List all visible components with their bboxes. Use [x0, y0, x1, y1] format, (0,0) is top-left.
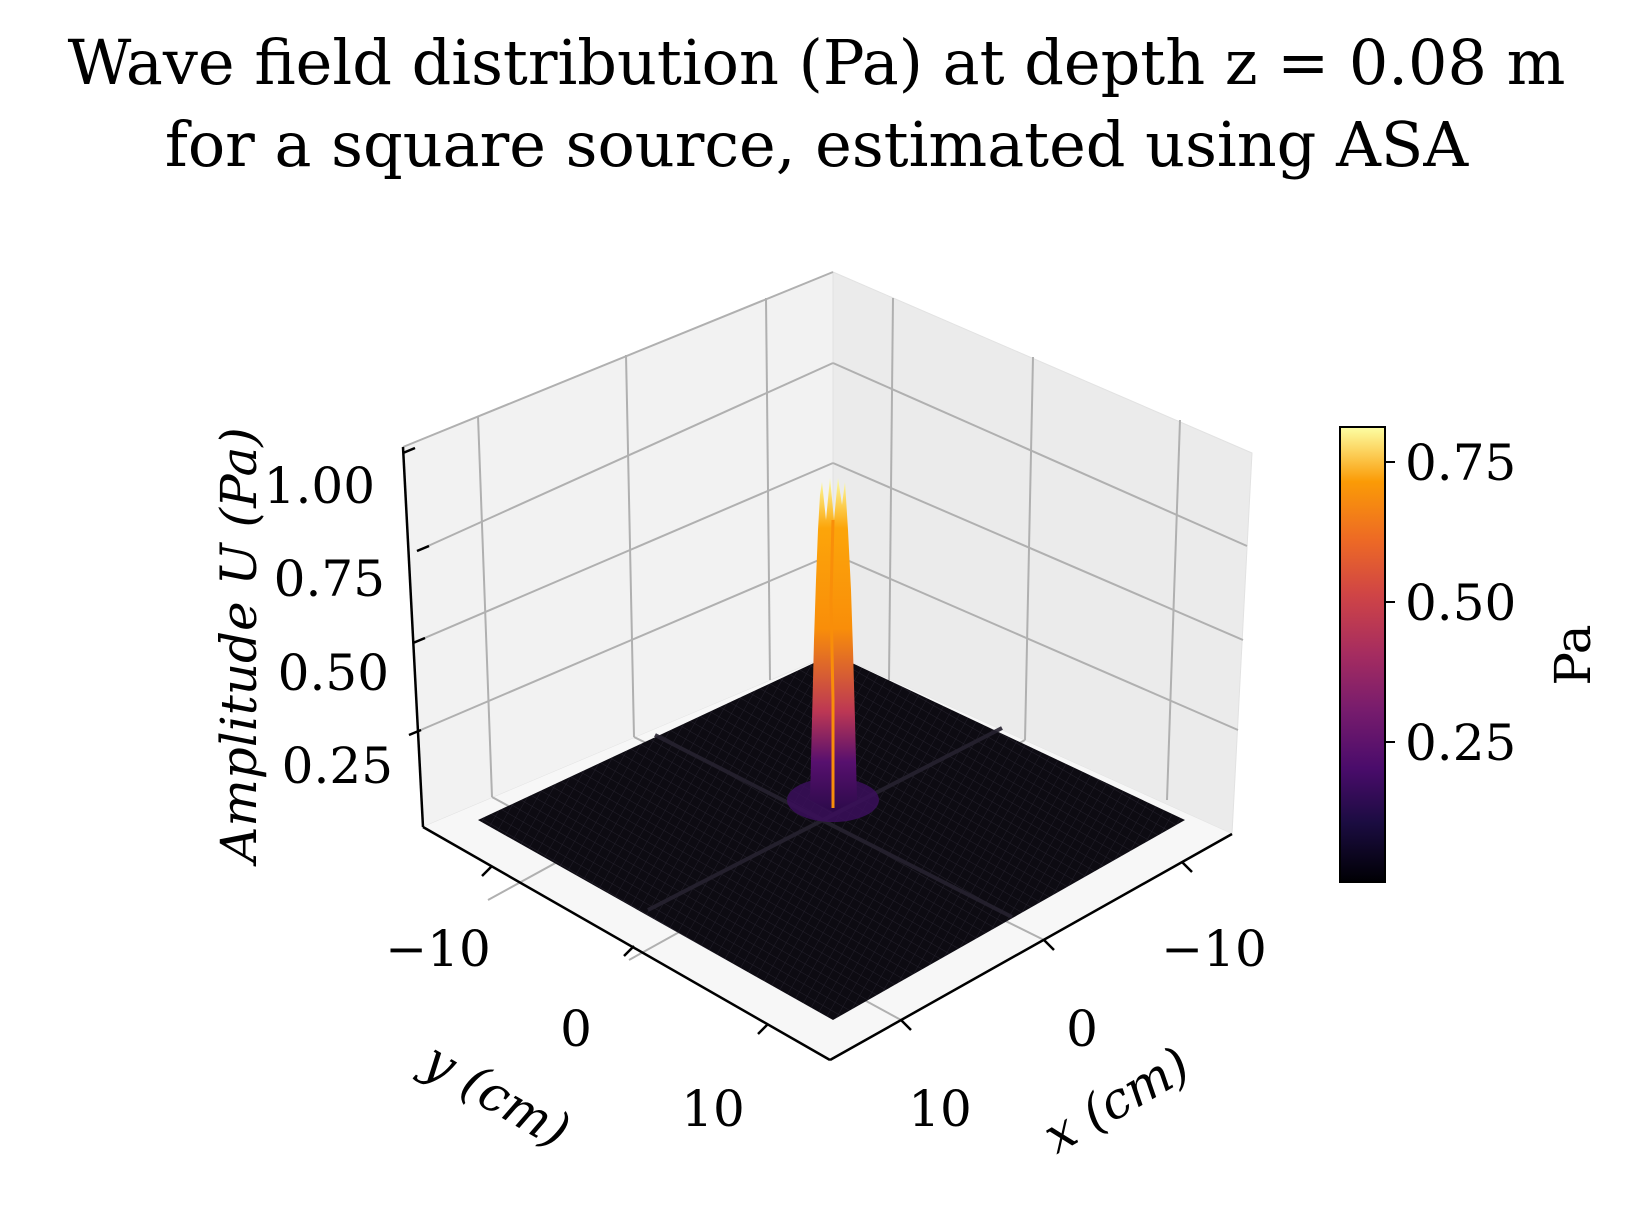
peak-body	[810, 478, 857, 812]
x-tick-0: 0	[1066, 1000, 1098, 1058]
y-tick-0: 0	[560, 1000, 592, 1058]
title-line-1: Wave field distribution (Pa) at depth z …	[67, 26, 1566, 99]
central-peak	[787, 478, 879, 822]
title-line-2: for a square source, estimated using ASA	[164, 108, 1469, 181]
peak-center-ridge	[829, 519, 835, 808]
z-tick-1.00: 1.00	[264, 457, 375, 515]
y-axis-label: y (cm)	[412, 1030, 580, 1161]
x-tick-neg10: −10	[1161, 920, 1267, 978]
colorbar-tick-0.25: 0.25	[1405, 714, 1516, 772]
colorbar-tick-0.75: 0.75	[1405, 434, 1516, 492]
z-axis-label: Amplitude U (Pa)	[210, 427, 268, 867]
colorbar-label: Pa	[1544, 624, 1602, 685]
colorbar-tick-0.50: 0.50	[1405, 574, 1516, 632]
z-tick-0.25: 0.25	[282, 737, 393, 795]
z-tick-0.50: 0.50	[278, 644, 389, 702]
y-tick-10: 10	[681, 1080, 745, 1138]
z-axis-line	[401, 446, 425, 828]
y-tick-neg10: −10	[385, 920, 491, 978]
tick-marks	[402, 446, 1193, 1035]
x-axis-label: x (cm)	[1033, 1036, 1199, 1165]
z-tick-0.75: 0.75	[274, 550, 385, 608]
x-axis-line	[829, 832, 1233, 1062]
x-tick-10: 10	[908, 1080, 972, 1138]
colorbar: 0.25 0.50 0.75 Pa	[1339, 426, 1602, 883]
surface-floor	[478, 654, 1185, 1020]
colorbar-gradient	[1339, 426, 1386, 883]
chart-title: Wave field distribution (Pa) at depth z …	[0, 22, 1633, 186]
